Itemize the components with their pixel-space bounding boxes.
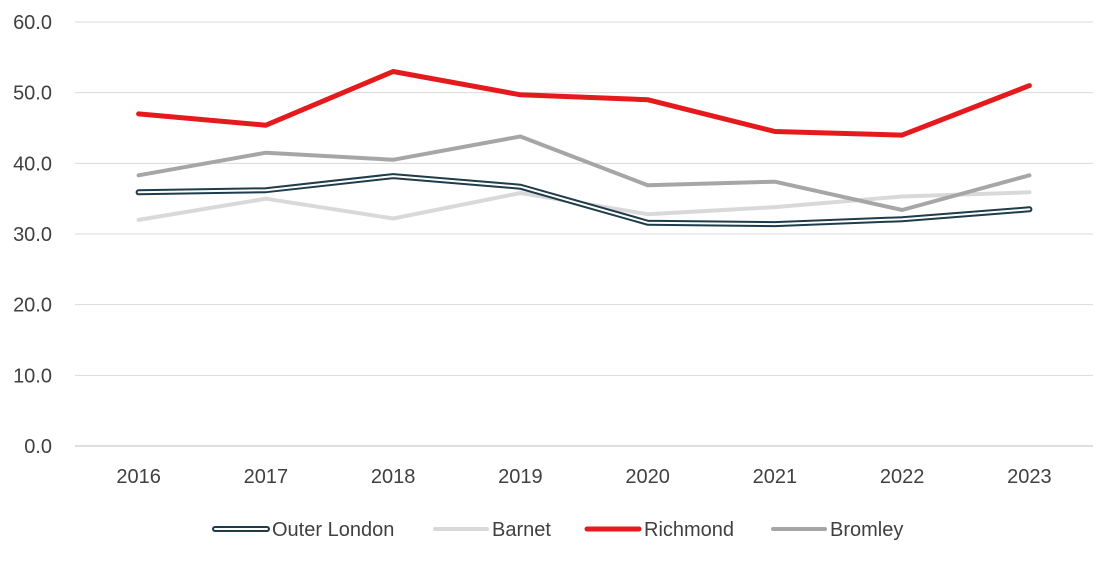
legend-item-bromley: Bromley bbox=[771, 519, 903, 541]
x-tick-label: 2020 bbox=[625, 466, 670, 488]
series-line-bromley bbox=[136, 134, 1032, 212]
legend-label-barnet: Barnet bbox=[492, 519, 551, 541]
y-tick-label: 30.0 bbox=[13, 224, 52, 246]
legend-item-barnet: Barnet bbox=[433, 519, 551, 541]
x-tick-label: 2022 bbox=[880, 466, 925, 488]
x-axis-ticks: 2016 2017 2018 2019 2020 2021 2022 2023 bbox=[116, 466, 1051, 488]
legend-label-richmond: Richmond bbox=[644, 519, 734, 541]
y-tick-label: 0.0 bbox=[24, 436, 52, 458]
x-tick-label: 2019 bbox=[498, 466, 543, 488]
legend-item-outer-london: Outer London bbox=[212, 519, 394, 541]
legend-label-outer-london: Outer London bbox=[272, 519, 394, 541]
series-line-outer-london-inner bbox=[137, 175, 1031, 226]
series-outer-london bbox=[135, 173, 1033, 228]
y-tick-label: 20.0 bbox=[13, 295, 52, 317]
legend-item-richmond: Richmond bbox=[584, 519, 734, 541]
x-tick-label: 2021 bbox=[753, 466, 798, 488]
series-richmond bbox=[136, 69, 1032, 138]
legend: Outer London Barnet Richmond Bromley bbox=[212, 519, 903, 541]
y-tick-label: 10.0 bbox=[13, 365, 52, 387]
y-tick-label: 60.0 bbox=[13, 12, 52, 34]
y-tick-label: 40.0 bbox=[13, 153, 52, 175]
x-tick-label: 2016 bbox=[116, 466, 161, 488]
y-tick-label: 50.0 bbox=[13, 83, 52, 105]
y-axis-ticks: 0.0 10.0 20.0 30.0 40.0 50.0 60.0 bbox=[13, 12, 52, 458]
series-bromley bbox=[136, 134, 1032, 212]
x-tick-label: 2018 bbox=[371, 466, 416, 488]
x-tick-label: 2023 bbox=[1007, 466, 1052, 488]
x-tick-label: 2017 bbox=[244, 466, 289, 488]
legend-label-bromley: Bromley bbox=[830, 519, 903, 541]
series-line-richmond bbox=[136, 69, 1032, 138]
series-lines bbox=[135, 69, 1033, 228]
gridlines bbox=[75, 21, 1093, 447]
